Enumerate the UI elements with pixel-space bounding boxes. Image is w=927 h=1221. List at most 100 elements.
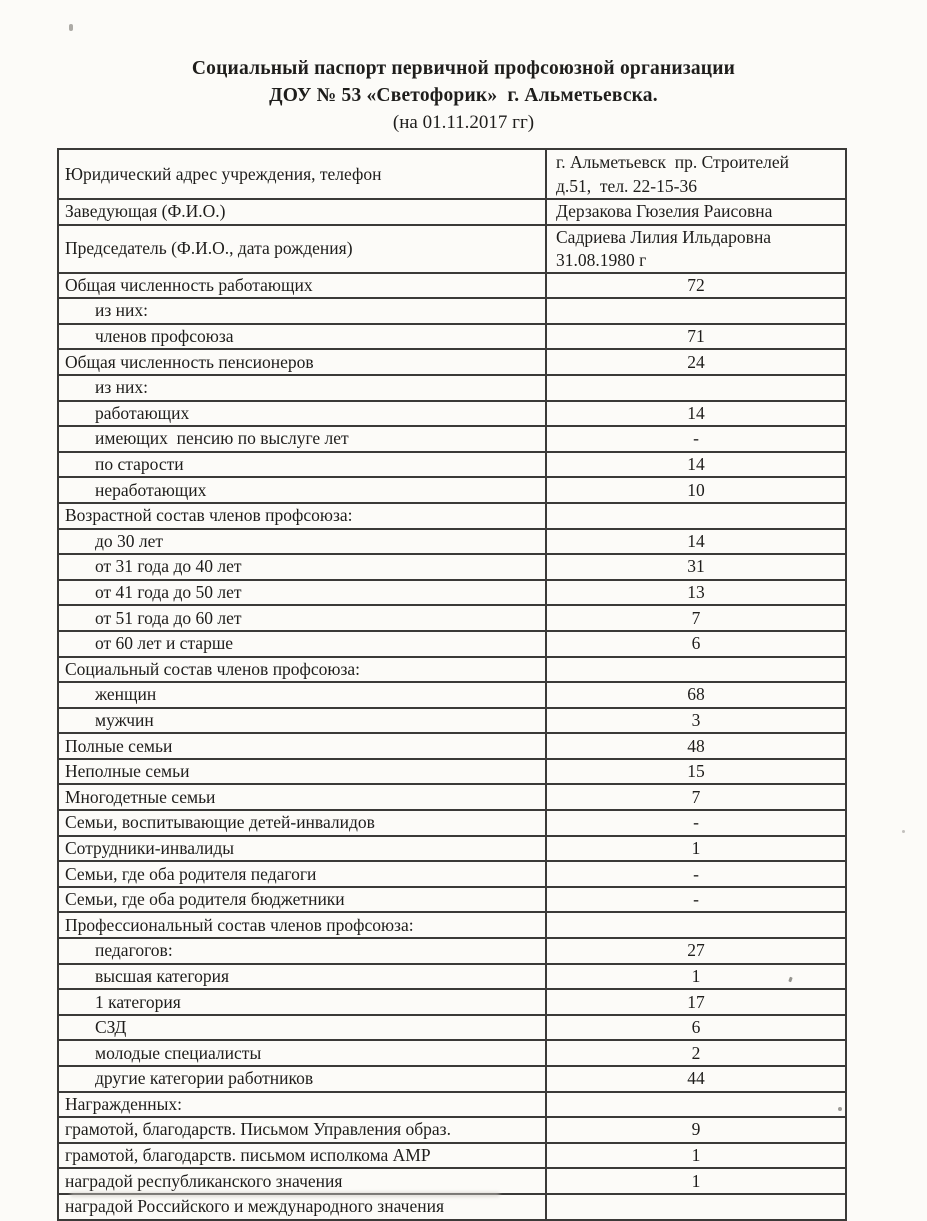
table-row: до 30 лет 14 [57,527,847,556]
table-row: от 31 года до 40 лет 31 [57,553,847,581]
row-label: Семьи, где оба родителя бюджетники [57,885,547,914]
row-label: другие категории работников [57,1065,547,1093]
row-value: 44 [545,1065,847,1093]
row-label: наградой республиканского значения [57,1167,547,1195]
row-value: - [545,860,847,888]
scan-speck [69,24,73,31]
row-label: СЗД [57,1013,547,1042]
row-label: Общая численность работающих [57,271,547,300]
table-row: Юридический адрес учреждения, телефон г. … [57,148,847,200]
row-label: из них: [57,297,547,325]
table-row: работающих 14 [57,399,847,428]
row-value [545,1090,847,1119]
row-value: 7 [545,783,847,812]
row-label: Многодетные семьи [57,783,547,812]
row-label: Заведующая (Ф.И.О.) [57,198,547,226]
table-row: Семьи, где оба родителя бюджетники - [57,885,847,914]
row-label: 1 категория [57,988,547,1016]
row-label: от 31 года до 40 лет [57,553,547,581]
table-row: Общая численность пенсионеров 24 [57,348,847,376]
row-value: 68 [545,681,847,709]
row-value [545,1192,847,1221]
table-row: Награжденных: [57,1090,847,1119]
table-row: женщин 68 [57,681,847,709]
row-label: Семьи, воспитывающие детей-инвалидов [57,809,547,837]
table-row: наградой Российского и международного зн… [57,1192,847,1221]
row-label: работающих [57,399,547,428]
table-row: Председатель (Ф.И.О., дата рождения) Садр… [57,223,847,274]
table-row: Семьи, где оба родителя педагоги - [57,860,847,888]
document-title-line1: Социальный паспорт первичной профсоюзной… [191,58,736,79]
table-row: Заведующая (Ф.И.О.) Дерзакова Гюзелия Раи… [57,198,847,226]
row-value: 9 [545,1116,847,1144]
table-row: Возрастной состав членов профсоюза: [57,501,847,530]
row-value [545,373,847,402]
table-row: молодые специалисты 2 [57,1039,847,1067]
row-value: 14 [545,399,847,428]
row-value: 6 [545,629,847,658]
row-label: Общая численность пенсионеров [57,348,547,376]
table-row: по старости 14 [57,450,847,479]
row-value: 27 [545,937,847,965]
row-label: высшая категория [57,962,547,991]
row-label: имеющих пенсию по выслуге лет [57,425,547,453]
table-row: из них: [57,297,847,325]
row-value: 3 [545,706,847,735]
row-value [545,501,847,530]
row-value: 6 [545,1013,847,1042]
row-label: грамотой, благодарств. Письмом Управлени… [57,1116,547,1144]
table-row: Многодетные семьи 7 [57,783,847,812]
row-value: Дерзакова Гюзелия Раисовна [545,198,847,226]
row-value: 72 [545,271,847,300]
table-row: 1 категория 17 [57,988,847,1016]
row-label: Неполные семьи [57,757,547,786]
row-value: 1 [545,962,847,991]
row-value: 71 [545,322,847,351]
scan-speck [902,830,905,833]
table-row: педагогов: 27 [57,937,847,965]
row-label: Награжденных: [57,1090,547,1119]
table-row: Полные семьи 48 [57,732,847,760]
table-row: другие категории работников 44 [57,1065,847,1093]
table-row: наградой республиканского значения 1 [57,1167,847,1195]
row-label: по старости [57,450,547,479]
document-header: Социальный паспорт первичной профсоюзной… [0,55,927,136]
table-row: Социальный состав членов профсоюза: [57,655,847,684]
table-row: от 41 года до 50 лет 13 [57,578,847,607]
row-label: Полные семьи [57,732,547,760]
row-value: г. Альметьевск пр. Строителей д.51, тел.… [545,148,847,200]
row-label: от 51 года до 60 лет [57,604,547,632]
row-label: педагогов: [57,937,547,965]
row-value: 15 [545,757,847,786]
row-value: - [545,885,847,914]
table-row: Общая численность работающих 72 [57,271,847,300]
row-value [545,655,847,684]
row-value: 1 [545,1141,847,1170]
row-value: 1 [545,1167,847,1195]
row-value: 2 [545,1039,847,1067]
row-value: 10 [545,476,847,504]
row-label: Социальный состав членов профсоюза: [57,655,547,684]
row-label: Семьи, где оба родителя педагоги [57,860,547,888]
row-value [545,297,847,325]
row-value: 48 [545,732,847,760]
scan-speck [838,1107,842,1111]
scan-smudge [70,1192,500,1197]
row-label: Возрастной состав членов профсоюза: [57,501,547,530]
table-row: имеющих пенсию по выслуге лет - [57,425,847,453]
row-value: 13 [545,578,847,607]
row-value: 1 [545,834,847,863]
row-label: Профессиональный состав членов профсоюза… [57,911,547,940]
table-row: от 51 года до 60 лет 7 [57,604,847,632]
row-label: Юридический адрес учреждения, телефон [57,148,547,200]
table-row: из них: [57,373,847,402]
table-row: неработающих 10 [57,476,847,504]
row-value: - [545,425,847,453]
row-value [545,911,847,940]
row-value: 14 [545,527,847,556]
table-row: Профессиональный состав членов профсоюза… [57,911,847,940]
table-row: грамотой, благодарств. письмом исполкома… [57,1141,847,1170]
row-value: 24 [545,348,847,376]
row-label: Председатель (Ф.И.О., дата рождения) [57,223,547,274]
